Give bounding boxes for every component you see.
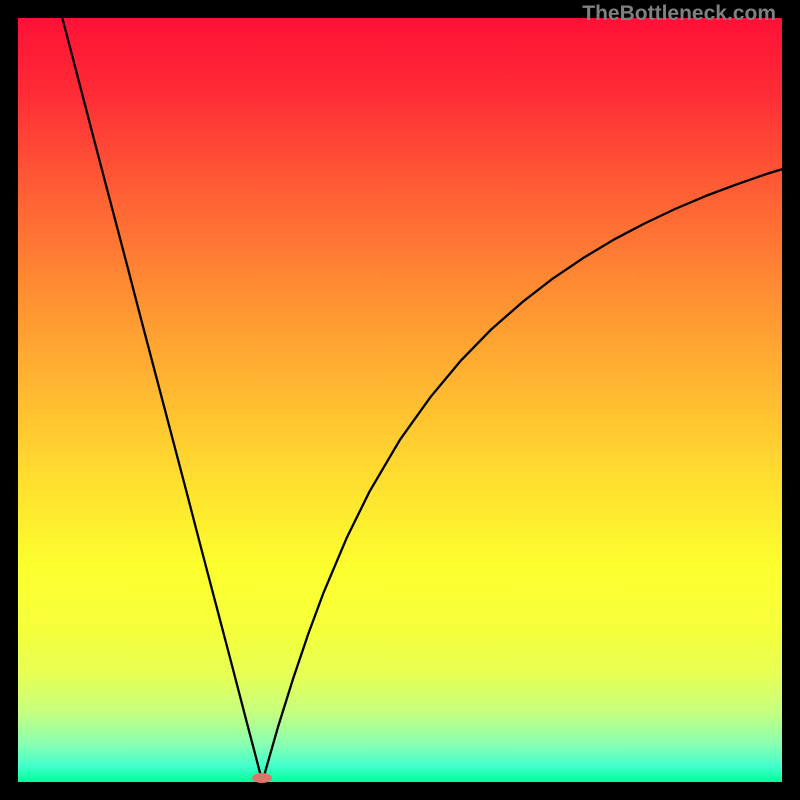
watermark-label: TheBottleneck.com	[582, 2, 776, 26]
chart-stage: TheBottleneck.com	[0, 0, 800, 800]
bottleneck-curve	[0, 0, 800, 800]
